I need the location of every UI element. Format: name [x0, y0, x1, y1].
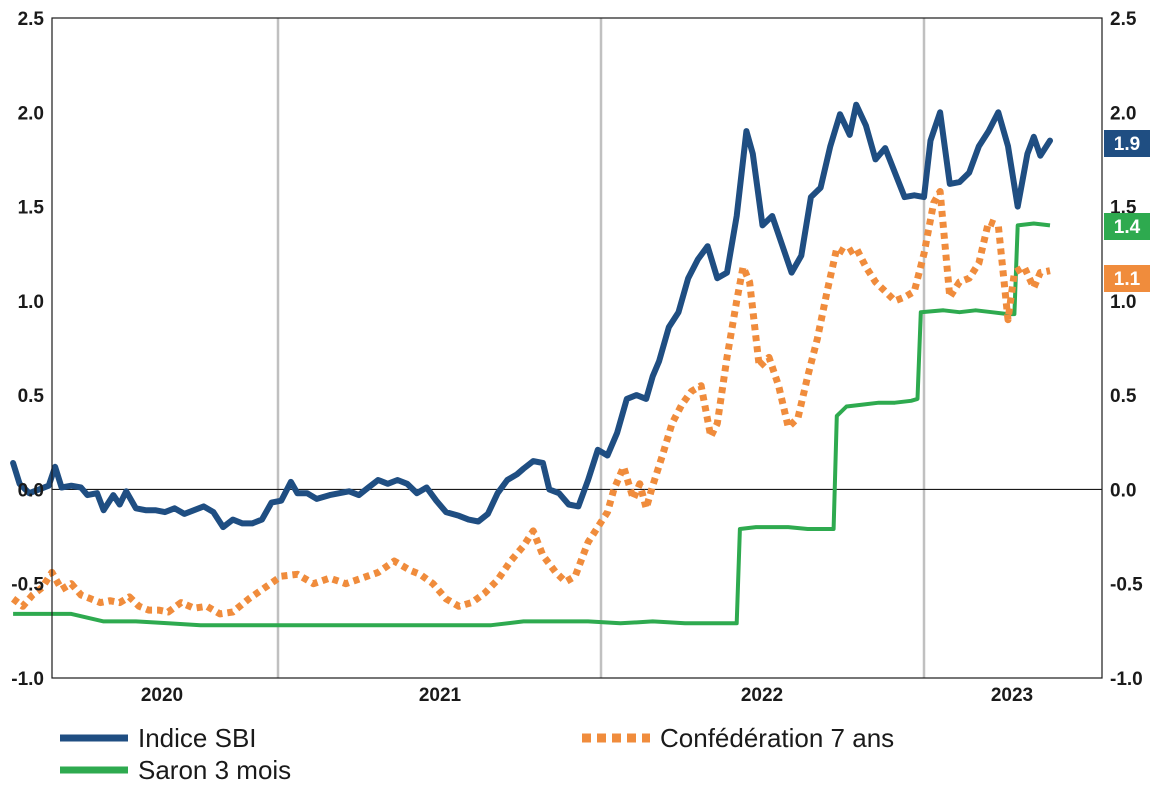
y-tick-label-left: 1.5: [18, 198, 45, 219]
y-tick-label-right: 1.0: [1110, 292, 1136, 313]
legend: Indice SBI Confédération 7 ans Saron 3 moi…: [60, 723, 894, 785]
end-value-label: 1.4: [1114, 217, 1141, 238]
series-line-conf-d-ration-7-ans: [10, 188, 1051, 618]
x-tick-label: 2021: [419, 685, 462, 706]
end-value-badge: [1104, 265, 1150, 292]
plot-area: [52, 18, 1102, 678]
y-axis-left: 2.5 2.0 1.5 1.0 0.5 0.0 -0.5 -1.0: [11, 9, 44, 690]
end-value-label: 1.9: [1114, 134, 1140, 155]
gridlines: [276, 18, 926, 678]
end-value-badges: 1.9 1.1 1.4: [1104, 130, 1150, 292]
y-tick-label-left: -0.5: [11, 575, 44, 596]
y-tick-label-left: 2.0: [18, 103, 44, 124]
x-tick-label: 2023: [991, 685, 1033, 706]
y-tick-label-right: -0.5: [1110, 575, 1143, 596]
legend-label: Confédération 7 ans: [660, 723, 894, 753]
y-tick-label-right: 0.5: [1110, 386, 1137, 407]
x-tick-label: 2020: [141, 685, 183, 706]
y-tick-label-left: -1.0: [11, 669, 44, 690]
series-line-indice-sbi: [10, 101, 1053, 531]
y-tick-label-left: 2.5: [18, 9, 45, 30]
end-value-label: 1.1: [1114, 269, 1141, 290]
y-tick-label-left: 0.0: [18, 480, 44, 501]
x-tick-label: 2022: [741, 685, 783, 706]
end-value-badge: [1104, 213, 1150, 240]
y-tick-label-right: -1.0: [1110, 669, 1143, 690]
end-value-badge: [1104, 130, 1150, 157]
series-lines: [10, 101, 1053, 628]
x-axis: 2020 2021 2022 2023: [141, 685, 1033, 706]
y-tick-label-right: 0.0: [1110, 480, 1136, 501]
series-line-saron-3-mois: [13, 221, 1051, 628]
legend-label: Saron 3 mois: [138, 755, 291, 785]
plot-frame: [51, 17, 1103, 679]
y-tick-label-right: 2.0: [1110, 103, 1136, 124]
y-tick-label-right: 2.5: [1110, 9, 1137, 30]
y-tick-label-left: 0.5: [18, 386, 45, 407]
y-tick-label-left: 1.0: [18, 292, 44, 313]
legend-label: Indice SBI: [138, 723, 257, 753]
y-axis-right: 2.52.01.51.00.50.0-0.5-1.0: [1110, 9, 1143, 690]
